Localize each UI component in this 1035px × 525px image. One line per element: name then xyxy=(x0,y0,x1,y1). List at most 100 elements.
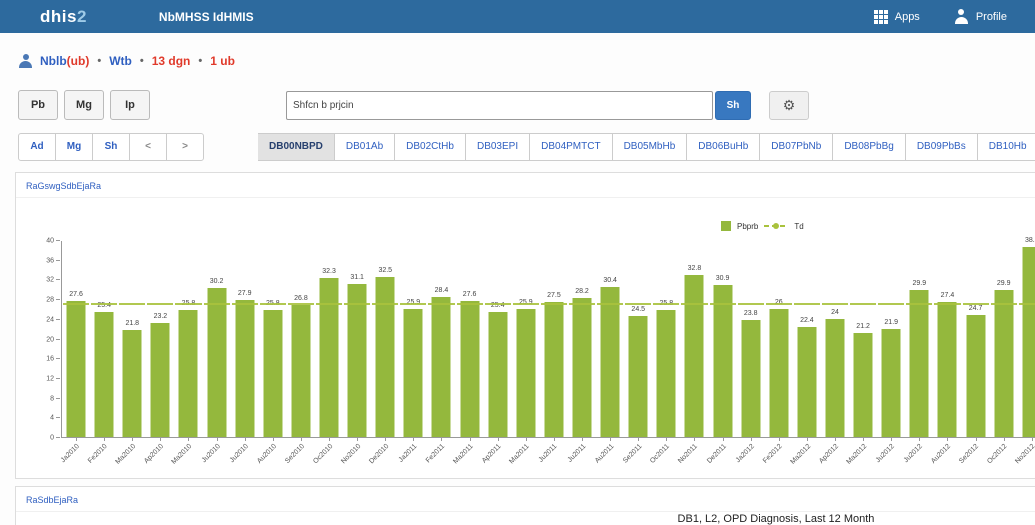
dashboard-tab-db05mbhb[interactable]: DB05MbHb xyxy=(612,133,688,161)
next-dashboards-button[interactable]: > xyxy=(166,133,204,161)
bar-de2011[interactable] xyxy=(713,285,732,437)
bar-se2011[interactable] xyxy=(629,316,648,437)
logo-accent: 2 xyxy=(77,7,87,26)
bar-value-label: 38.5 xyxy=(1025,237,1035,244)
bar-se2010[interactable] xyxy=(291,305,310,437)
bar-ju2010[interactable] xyxy=(235,300,254,437)
bar-ma2012[interactable] xyxy=(797,327,816,437)
dashboard-tab-db07pbnb[interactable]: DB07PbNb xyxy=(759,133,833,161)
dashboard-tab-db00nbpd[interactable]: DB00NBPD xyxy=(258,133,335,161)
x-axis-tick-mark xyxy=(357,437,358,441)
bar-ma2010[interactable] xyxy=(123,330,142,437)
bar-slot: 27.6Ja2010 xyxy=(62,241,90,437)
x-axis-tick-label: Oc2011 xyxy=(649,443,671,465)
bar-ju2011[interactable] xyxy=(544,302,563,437)
toolbar-button-mg[interactable]: Mg xyxy=(64,90,104,120)
bar-oc2012[interactable] xyxy=(994,290,1013,437)
stat-days: 13 dgn xyxy=(152,54,191,68)
bar-value-label: 21.9 xyxy=(884,319,898,326)
x-axis-tick-mark xyxy=(976,437,977,441)
bar-fe2010[interactable] xyxy=(95,312,114,437)
x-axis-tick-mark xyxy=(947,437,948,441)
bar-slot: 25.9Ja2011 xyxy=(399,241,427,437)
bar-ap2010[interactable] xyxy=(151,323,170,437)
dhis2-logo[interactable]: dhis2 xyxy=(40,7,87,27)
bar-ju2012[interactable] xyxy=(910,290,929,437)
chart-item-links[interactable]: RaGswgSdbEjaRa xyxy=(16,173,1035,198)
bar-oc2011[interactable] xyxy=(657,310,676,437)
bar-ap2011[interactable] xyxy=(488,312,507,437)
x-axis-tick-mark xyxy=(751,437,752,441)
x-axis-tick-mark xyxy=(217,437,218,441)
bar-ma2011[interactable] xyxy=(516,309,535,437)
y-axis-tick-mark xyxy=(56,398,60,399)
dashboard-tab-db08pbbg[interactable]: DB08PbBg xyxy=(832,133,905,161)
apps-menu[interactable]: Apps xyxy=(874,10,920,24)
top-bar: dhis2 NbMHSS IdHMIS Apps Profile xyxy=(0,0,1035,33)
bar-value-label: 30.2 xyxy=(210,278,224,285)
x-axis-tick-mark xyxy=(919,437,920,441)
bar-ja2011[interactable] xyxy=(404,309,423,437)
shared-label[interactable]: Wtb xyxy=(109,54,132,68)
y-axis-tick-label: 12 xyxy=(46,375,54,382)
chart-item-links[interactable]: RaSdbEjaRa xyxy=(16,487,1035,512)
dashboard-tab-db06buhb[interactable]: DB06BuHb xyxy=(686,133,760,161)
dashboard-tab-db03epi[interactable]: DB03EPI xyxy=(465,133,530,161)
bar-au2012[interactable] xyxy=(938,302,957,437)
bar-de2010[interactable] xyxy=(376,277,395,437)
bar-ju2011[interactable] xyxy=(573,298,592,437)
settings-gear-button[interactable]: ⚙ xyxy=(769,91,809,120)
bar-se2012[interactable] xyxy=(966,315,985,437)
search-input[interactable] xyxy=(286,91,713,120)
bar-ja2012[interactable] xyxy=(741,320,760,437)
search-button[interactable]: Sh xyxy=(715,91,751,120)
bar-fe2011[interactable] xyxy=(432,297,451,437)
bar-ma2012[interactable] xyxy=(854,333,873,437)
target-line-segment xyxy=(1019,303,1035,305)
dashboard-action-ad[interactable]: Ad xyxy=(18,133,56,161)
dashboard-action-sh[interactable]: Sh xyxy=(92,133,130,161)
bar-no2010[interactable] xyxy=(348,284,367,437)
bar-slot: 30.2Ju2010 xyxy=(203,241,231,437)
target-line-segment xyxy=(850,303,876,305)
toolbar-button-ip[interactable]: Ip xyxy=(110,90,150,120)
prev-dashboards-button[interactable]: < xyxy=(129,133,167,161)
dashboard-name[interactable]: Nblb(ub) xyxy=(40,54,89,68)
y-axis-tick-mark xyxy=(56,417,60,418)
bar-slot: 24Ap2012 xyxy=(821,241,849,437)
dashboard-tab-db02cthb[interactable]: DB02CtHb xyxy=(394,133,466,161)
x-axis-tick-mark xyxy=(385,437,386,441)
x-axis-tick-label: Ma2010 xyxy=(171,443,194,466)
toolbar-button-pb[interactable]: Pb xyxy=(18,90,58,120)
bar-au2011[interactable] xyxy=(601,287,620,437)
profile-menu[interactable]: Profile xyxy=(954,9,1007,24)
dashboard-tab-db01ab[interactable]: DB01Ab xyxy=(334,133,395,161)
bar-no2012[interactable] xyxy=(1022,247,1035,437)
bar-ju2010[interactable] xyxy=(207,288,226,437)
bar-value-label: 27.5 xyxy=(547,292,561,299)
dashboard-action-mg[interactable]: Mg xyxy=(55,133,93,161)
bar-slot: 25.9Ma2011 xyxy=(512,241,540,437)
bar-value-label: 24.7 xyxy=(969,305,983,312)
bar-ma2010[interactable] xyxy=(179,310,198,437)
bar-ma2011[interactable] xyxy=(460,301,479,437)
target-line-segment xyxy=(119,303,145,305)
bar-slot: 25.8Au2010 xyxy=(259,241,287,437)
y-axis-tick-mark xyxy=(56,378,60,379)
bar-oc2010[interactable] xyxy=(320,278,339,437)
bar-ja2010[interactable] xyxy=(67,301,86,437)
dashboard-tab-db09pbbs[interactable]: DB09PbBs xyxy=(905,133,978,161)
bar-ap2012[interactable] xyxy=(826,319,845,437)
dashboard-tab-db10hb[interactable]: DB10Hb xyxy=(977,133,1035,161)
dashboard-tab-db04pmtct[interactable]: DB04PMTCT xyxy=(529,133,612,161)
y-axis-tick-label: 40 xyxy=(46,238,54,245)
bar-ju2012[interactable] xyxy=(882,329,901,437)
y-axis: 0481216202428323640 xyxy=(24,241,60,438)
bar-slot: 24.7Se2012 xyxy=(962,241,990,437)
bar-au2010[interactable] xyxy=(263,310,282,437)
bar-fe2012[interactable] xyxy=(769,309,788,437)
bar-slot: 29.9Ju2012 xyxy=(905,241,933,437)
target-line-segment xyxy=(288,303,314,305)
bar-value-label: 32.5 xyxy=(378,267,392,274)
bar-no2011[interactable] xyxy=(685,275,704,437)
